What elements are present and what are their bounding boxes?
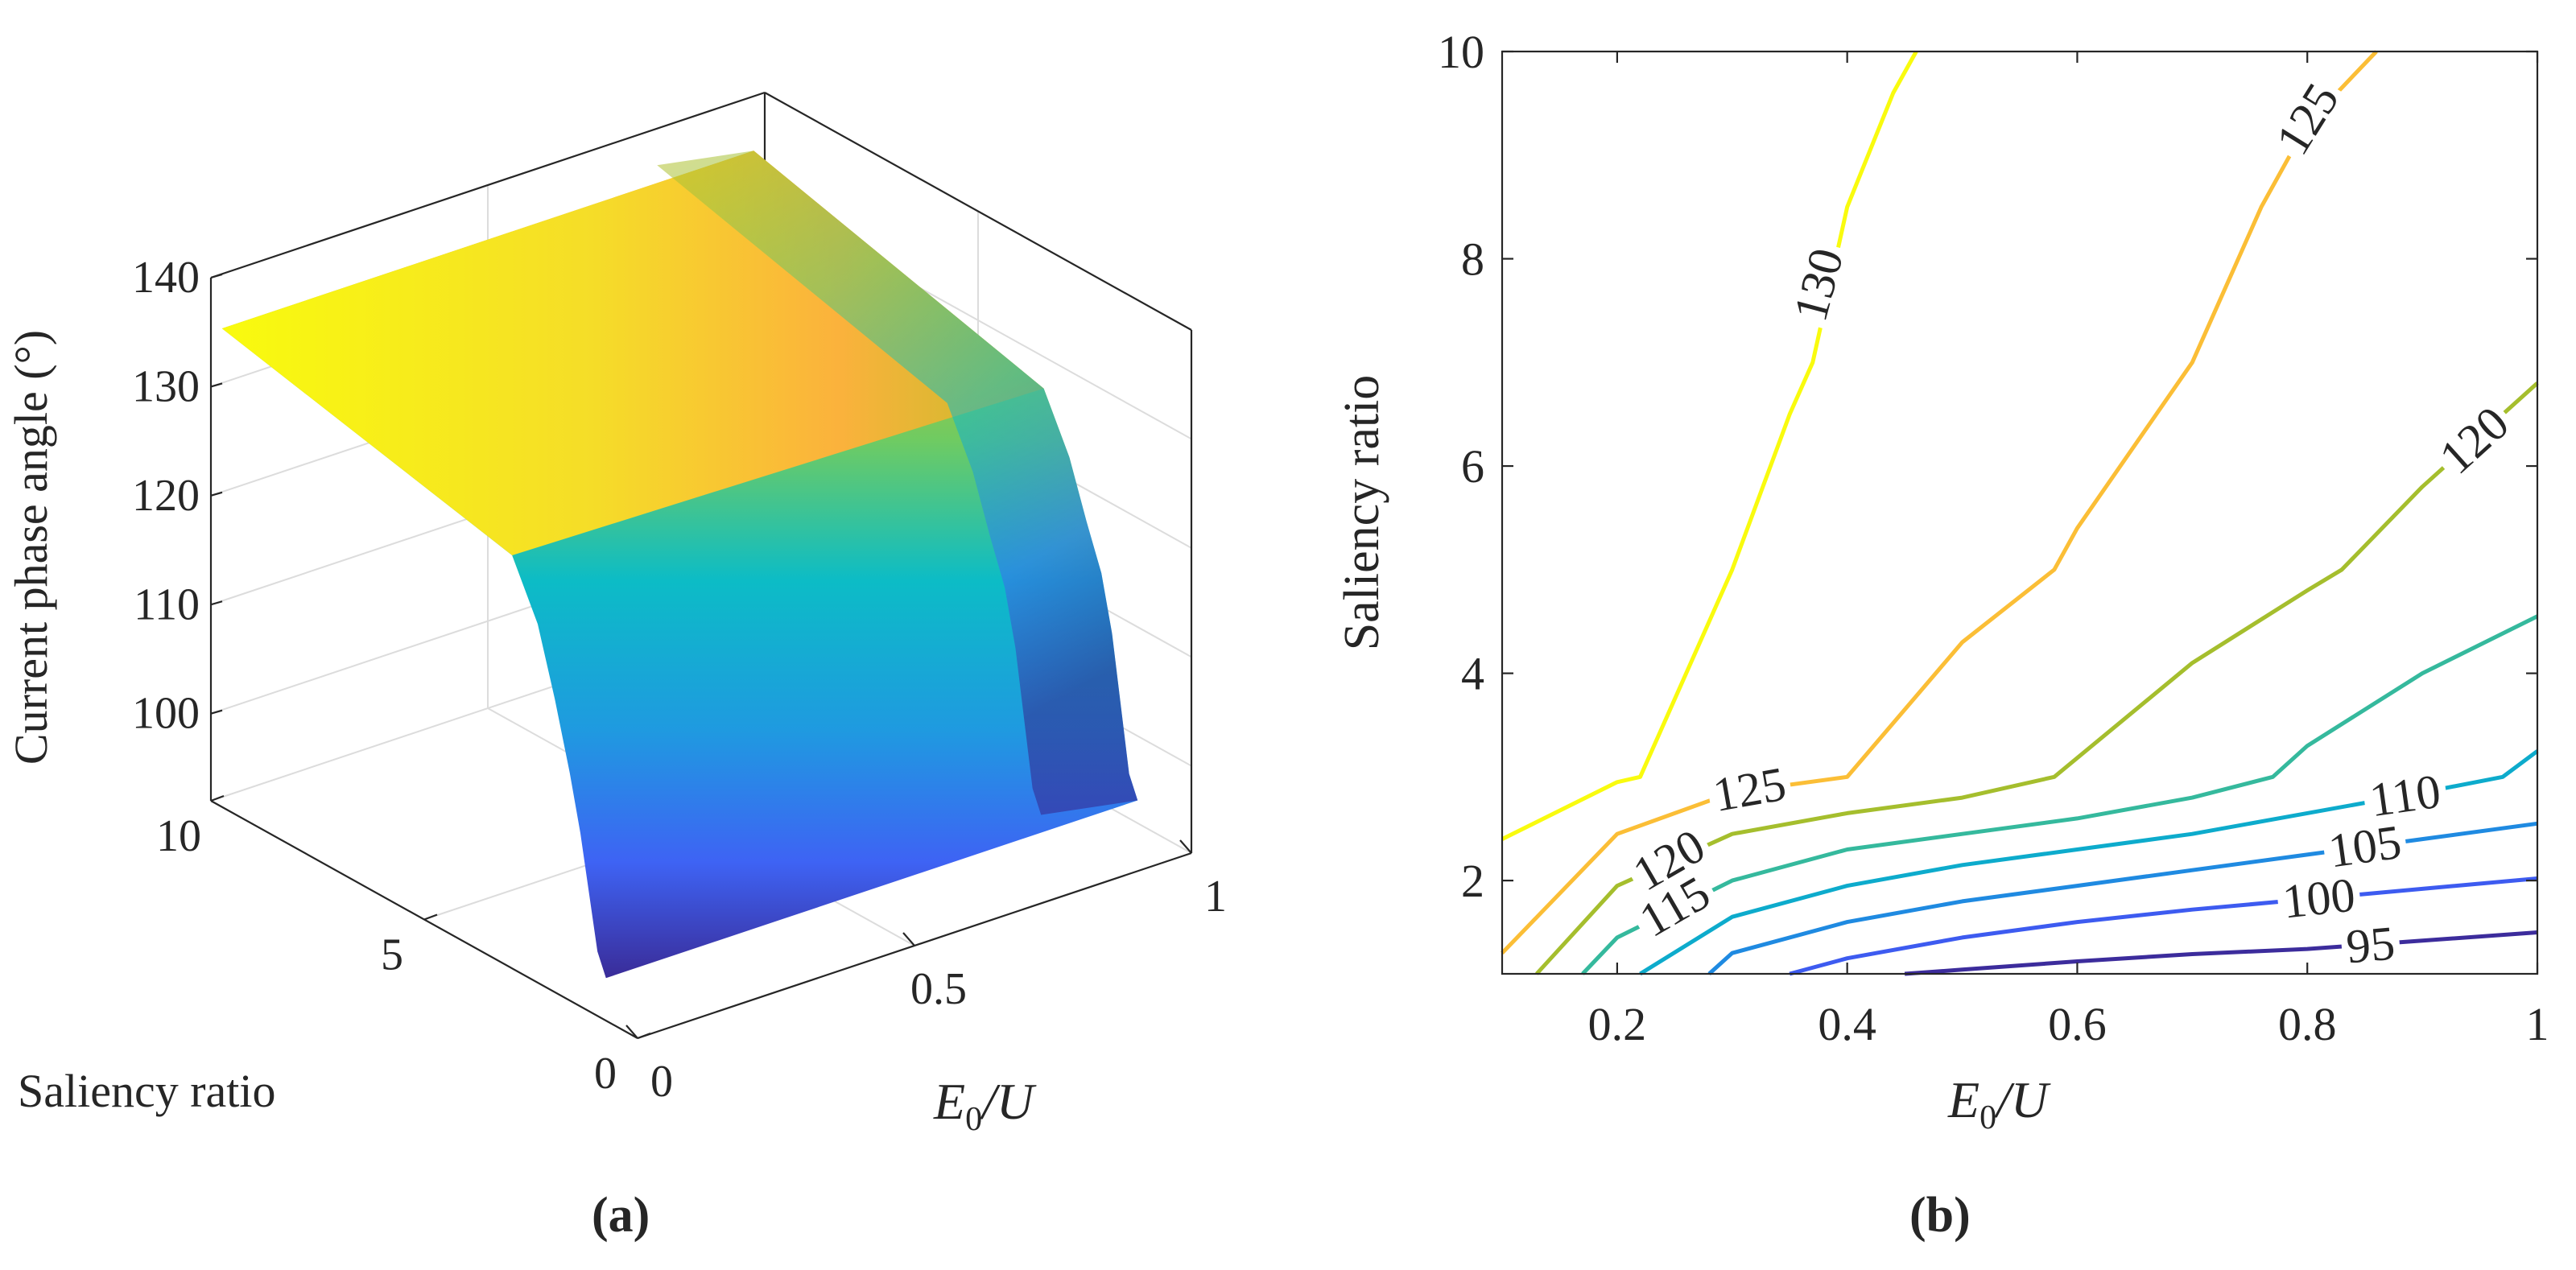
contour-label-gap: [2321, 816, 2409, 875]
y-tick-mark: [210, 794, 225, 802]
surface-mesh: [221, 151, 1138, 979]
x-tick-label: 1: [1204, 872, 1227, 922]
contour-label-gap: [1704, 758, 1794, 819]
x-tick-label: 0.5: [910, 964, 967, 1014]
contour-line-125: [1501, 50, 2378, 955]
y-tick-label: 4: [1461, 648, 1484, 700]
y-tick-label: 8: [1461, 233, 1484, 286]
x-tick-label: 0: [650, 1057, 673, 1107]
y-tick-label: 0: [594, 1049, 617, 1099]
x-tick-label: 1: [2526, 998, 2549, 1050]
contour-y-axis-label: Saliency ratio: [1335, 375, 1389, 651]
x-tick-mark: [1179, 839, 1192, 854]
contour-line-130: [1501, 50, 1918, 841]
contour-line-95: [1904, 930, 2538, 976]
contour-label-gap: [2264, 71, 2348, 166]
contour-label-110: 110: [2361, 765, 2450, 827]
contour-label-gap: [2275, 869, 2363, 926]
contour-label-gap: [2339, 917, 2402, 970]
contour-label-text: 105: [2326, 815, 2405, 878]
y-tick-label: 5: [381, 930, 403, 980]
contour-label-gap: [1627, 864, 1722, 947]
contour-label-gap: [1784, 238, 1852, 331]
y-tick-mark: [423, 913, 438, 921]
x-tick-label: 0.8: [2278, 998, 2337, 1050]
contour-label-text: 95: [2344, 916, 2397, 973]
contour-label-text: 100: [2280, 868, 2357, 928]
z-tick-mark: [210, 273, 223, 279]
x-tick-mark: [625, 1025, 638, 1039]
x-tick-label: 0.2: [1588, 998, 1647, 1050]
y-tick-label: 2: [1461, 855, 1484, 907]
contour-label-text: 125: [1709, 757, 1790, 822]
z-tick-mark: [210, 709, 223, 715]
z-tick-mark: [210, 382, 223, 388]
box-edge: [764, 92, 1192, 331]
z-tick-mark: [210, 491, 223, 497]
surface-x-axis-label: E0/U: [933, 1073, 1037, 1138]
surface-y-axis-label: Saliency ratio: [18, 1065, 276, 1117]
contour-label-gap: [2427, 394, 2520, 484]
contour-label-text: 110: [2367, 765, 2444, 827]
z-tick-label: 140: [132, 253, 200, 303]
panel-a-label: (a): [592, 1188, 650, 1243]
contour-label-gap: [1621, 818, 1716, 901]
x-tick-label: 0.4: [1818, 998, 1876, 1050]
contour-x-axis-label: E0/U: [1947, 1071, 2051, 1136]
z-tick-mark: [210, 600, 223, 606]
z-tick-label: 130: [132, 361, 200, 411]
contour-label-125: 125: [1704, 757, 1794, 822]
contour-label-gap: [2361, 765, 2450, 824]
contour-label-95: 95: [2339, 916, 2402, 973]
z-tick-label: 110: [134, 579, 200, 629]
y-tick-label: 10: [156, 811, 201, 861]
contour-ticks: 0.2 0.4 0.6 0.8 1 2 4 6 8 10: [1438, 26, 2549, 1050]
contour-label-130: 130: [1783, 238, 1853, 331]
z-tick-label: 120: [132, 471, 200, 521]
contour-line-100: [1789, 876, 2538, 976]
contour-line-110: [1639, 749, 2539, 976]
y-tick-label: 10: [1438, 26, 1484, 78]
z-tick-label: 100: [132, 689, 200, 739]
y-tick-label: 6: [1461, 440, 1484, 493]
box-edge: [210, 91, 766, 279]
x-tick-label: 0.6: [2048, 998, 2107, 1050]
surface-z-axis-label: Current phase angle (°): [5, 330, 57, 765]
contour-plot-area: [1502, 52, 2537, 974]
x-tick-mark: [902, 932, 915, 946]
contour-label-100: 100: [2275, 868, 2363, 929]
panel-b-label: (b): [1909, 1188, 1971, 1243]
contour-label-105: 105: [2321, 815, 2409, 878]
surface-shading: [657, 151, 1138, 815]
y-tick-mark: [637, 1032, 651, 1040]
contour-axes-box: [1501, 50, 2539, 975]
